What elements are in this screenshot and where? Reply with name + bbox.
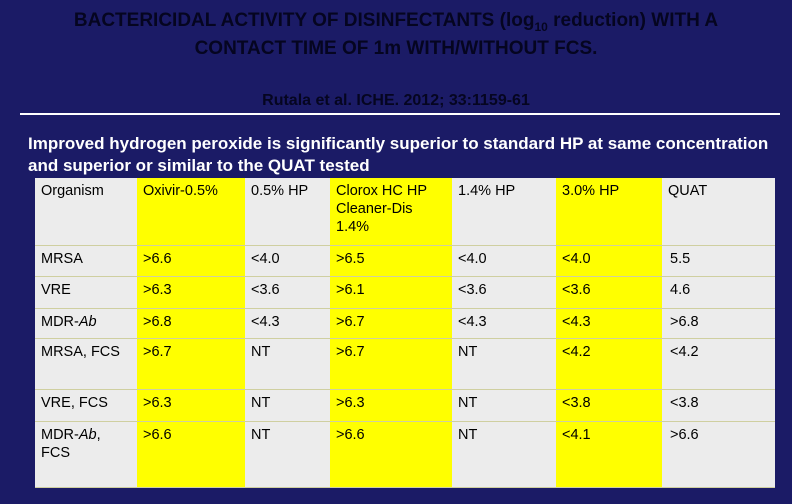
value-cell: >6.6: [330, 421, 452, 488]
organism-text: Ab: [78, 313, 97, 330]
organism-text: , FCS: [41, 426, 101, 461]
value-cell: >6.7: [330, 308, 452, 339]
organism-cell: MRSA, FCS: [35, 338, 137, 390]
row: MDR-Ab >6.8 <4.3 >6.7 <4.3 <4.3 >6.8: [35, 308, 775, 339]
row: MRSA, FCS >6.7 NT >6.7 NT <4.2 <4.2: [35, 338, 775, 390]
value-cell: >6.7: [137, 338, 245, 390]
organism-text: MDR-: [41, 426, 79, 443]
value-cell: >6.8: [662, 308, 775, 339]
value-cell: <3.6: [452, 276, 556, 309]
organism-text: VRE, FCS: [41, 394, 108, 411]
header-cell: Clorox HC HP Cleaner-Dis 1.4%: [330, 178, 452, 246]
value-cell: >6.5: [330, 245, 452, 277]
organism-text: MRSA: [41, 250, 83, 267]
organism-text: MDR-: [41, 313, 79, 330]
value-cell: <3.6: [556, 276, 662, 309]
value-cell: <4.3: [556, 308, 662, 339]
value-cell: <4.1: [556, 421, 662, 488]
value-cell: <3.6: [245, 276, 330, 309]
title-text: BACTERICIDAL ACTIVITY OF DISINFECTANTS (…: [73, 10, 535, 31]
organism-cell: VRE: [35, 276, 137, 309]
value-cell: NT: [245, 421, 330, 488]
organism-text: MRSA, FCS: [41, 343, 120, 360]
value-cell: >6.8: [137, 308, 245, 339]
row: MRSA >6.6 <4.0 >6.5 <4.0 <4.0 5.5: [35, 245, 775, 277]
value-cell: NT: [245, 338, 330, 390]
value-cell: >6.6: [137, 421, 245, 488]
citation: Rutala et al. ICHE. 2012; 33:1159-61: [262, 92, 530, 109]
organism-text: Ab: [78, 426, 97, 443]
value-cell: >6.3: [330, 389, 452, 422]
value-cell: 5.5: [662, 245, 775, 277]
organism-cell: MDR-Ab, FCS: [35, 421, 137, 488]
value-cell: <4.0: [245, 245, 330, 277]
value-cell: <3.8: [662, 389, 775, 422]
organism-cell: VRE, FCS: [35, 389, 137, 422]
value-cell: <4.0: [556, 245, 662, 277]
value-cell: <3.8: [556, 389, 662, 422]
row: MDR-Ab, FCS >6.6 NT >6.6 NT <4.1 >6.6: [35, 421, 775, 488]
value-cell: 4.6: [662, 276, 775, 309]
header-cell: Oxivir-0.5%: [137, 178, 245, 246]
value-cell: >6.7: [330, 338, 452, 390]
value-cell: <4.3: [245, 308, 330, 339]
row: VRE, FCS >6.3 NT >6.3 NT <3.8 <3.8: [35, 389, 775, 422]
value-cell: NT: [452, 389, 556, 422]
value-cell: <4.2: [556, 338, 662, 390]
organism-text: VRE: [41, 281, 71, 298]
header-cell: 1.4% HP: [452, 178, 556, 246]
value-cell: NT: [452, 338, 556, 390]
header-cell: QUAT: [662, 178, 775, 246]
value-cell: NT: [452, 421, 556, 488]
title: BACTERICIDAL ACTIVITY OF DISINFECTANTS (…: [40, 10, 752, 60]
summary: Improved hydrogen peroxide is significan…: [28, 134, 769, 175]
organism-cell: MDR-Ab: [35, 308, 137, 339]
value-cell: >6.3: [137, 276, 245, 309]
value-cell: NT: [245, 389, 330, 422]
value-cell: >6.1: [330, 276, 452, 309]
row: VRE >6.3 <3.6 >6.1 <3.6 <3.6 4.6: [35, 276, 775, 309]
divider: [20, 113, 780, 115]
value-cell: <4.0: [452, 245, 556, 277]
value-cell: <4.3: [452, 308, 556, 339]
value-cell: >6.6: [662, 421, 775, 488]
title-subscript: 10: [534, 19, 548, 34]
title-text: reduction) WITH A CONTACT TIME OF 1m WIT…: [194, 10, 719, 59]
header-cell: 0.5% HP: [245, 178, 330, 246]
header-cell: Organism: [35, 178, 137, 246]
header-row: Organism Oxivir-0.5% 0.5% HP Clorox HC HP C…: [35, 178, 775, 246]
value-cell: >6.6: [137, 245, 245, 277]
value-cell: >6.3: [137, 389, 245, 422]
organism-cell: MRSA: [35, 245, 137, 277]
table: Organism Oxivir-0.5% 0.5% HP Clorox HC HP C…: [35, 178, 775, 488]
header-cell: 3.0% HP: [556, 178, 662, 246]
value-cell: <4.2: [662, 338, 775, 390]
